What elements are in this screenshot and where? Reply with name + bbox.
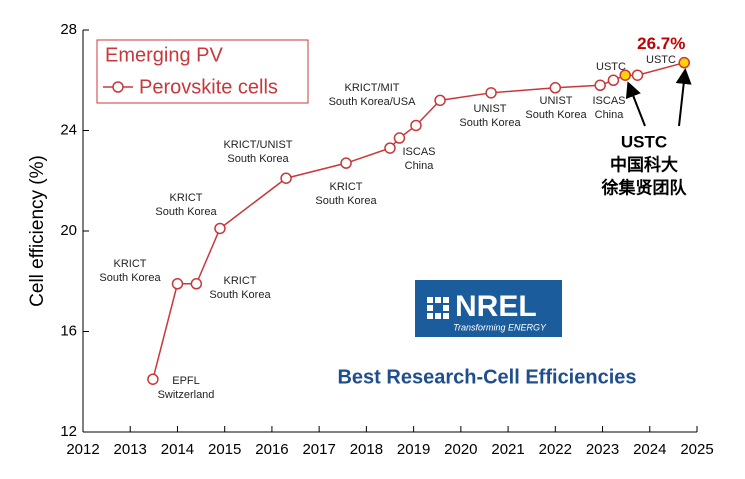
logo-tagline: Transforming ENERGY [453, 322, 547, 332]
annotation: USTC [596, 61, 626, 73]
marker [393, 132, 406, 144]
annotation: South Korea [525, 109, 587, 121]
y-tick-label: 20 [60, 222, 77, 239]
x-tick-label: 2022 [539, 441, 572, 458]
annotation: KRICT [224, 275, 257, 287]
annotation: South Korea [315, 195, 377, 207]
marker [485, 87, 497, 99]
marker [678, 56, 690, 69]
y-tick-label: 16 [60, 322, 77, 339]
annotation: KRICT [330, 181, 363, 193]
value-label: 26.7% [637, 34, 685, 53]
x-tick-label: 2015 [208, 441, 241, 458]
annotation: South Korea [99, 272, 161, 284]
legend-label: Perovskite cells [139, 76, 278, 98]
x-tick-label: 2023 [586, 441, 619, 458]
marker [214, 222, 226, 235]
marker [384, 142, 396, 154]
marker [171, 278, 184, 290]
y-tick-label: 24 [60, 121, 77, 138]
y-tick-label: 28 [60, 21, 77, 38]
marker [434, 94, 446, 107]
annotation: ISCAS [592, 95, 625, 107]
annotation: 中国科大 [610, 154, 678, 174]
x-tick-label: 2013 [114, 441, 147, 458]
annotation: China [595, 109, 625, 121]
annotation: KRICT [114, 258, 147, 270]
legend-title: Emerging PV [105, 44, 223, 66]
legend-box [96, 39, 309, 104]
marker [147, 373, 159, 385]
arrow [625, 81, 646, 127]
marker [340, 157, 352, 169]
x-tick-label: 2019 [397, 441, 430, 458]
annotation: USTC [621, 132, 667, 151]
logo-box [415, 280, 562, 337]
annotation: UNIST [474, 103, 507, 115]
annotation: ISCAS [402, 146, 435, 158]
marker [607, 74, 620, 86]
annotation: South Korea [227, 153, 289, 165]
annotation: 徐集贤团队 [601, 177, 688, 197]
logo-icon [427, 297, 449, 319]
caption: Best Research-Cell Efficiencies [337, 366, 636, 388]
annotation: KRICT [170, 192, 203, 204]
marker [619, 69, 631, 81]
marker [280, 172, 292, 184]
annotation: EPFL [172, 375, 200, 387]
annotation: KRICT/MIT [345, 82, 400, 94]
annotation: UNIST [540, 95, 573, 107]
y-axis-label: Cell efficiency (%) [27, 155, 48, 307]
annotation: Switzerland [158, 389, 215, 401]
x-tick-label: 2012 [66, 441, 99, 458]
marker [631, 69, 644, 81]
x-tick-label: 2020 [444, 441, 477, 458]
annotation: USTC [646, 54, 676, 66]
x-tick-label: 2024 [633, 441, 666, 458]
annotation: South Korea [155, 206, 217, 218]
marker [190, 278, 203, 290]
y-tick-label: 12 [60, 423, 77, 440]
x-tick-label: 2014 [161, 441, 194, 458]
marker [594, 79, 606, 92]
marker [410, 119, 422, 132]
annotation: South Korea/USA [329, 96, 416, 108]
annotation: South Korea [209, 289, 271, 301]
x-tick-label: 2017 [302, 441, 335, 458]
annotation: China [405, 160, 435, 172]
legend-marker [103, 81, 133, 93]
logo-name: NREL [455, 290, 537, 323]
arrow [675, 68, 692, 127]
x-tick-label: 2025 [680, 441, 713, 458]
marker [549, 82, 562, 94]
x-tick-label: 2018 [350, 441, 383, 458]
annotation: South Korea [459, 117, 521, 129]
x-tick-label: 2016 [255, 441, 288, 458]
x-tick-label: 2021 [491, 441, 524, 458]
annotation: KRICT/UNIST [223, 139, 292, 151]
